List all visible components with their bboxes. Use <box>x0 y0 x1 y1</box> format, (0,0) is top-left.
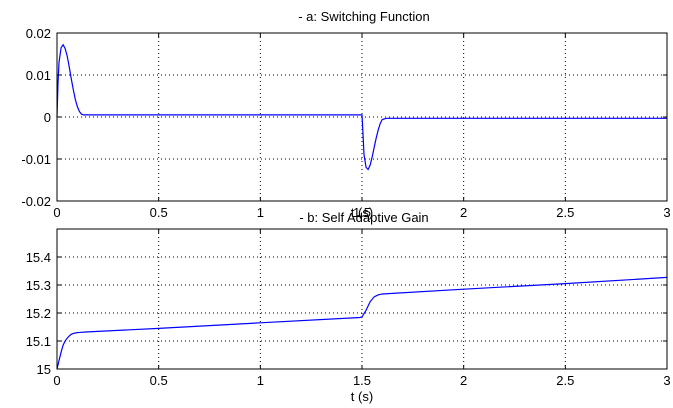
x-tick-label: 0 <box>53 373 60 388</box>
x-tick-label: 1 <box>257 205 264 220</box>
series-line <box>56 43 667 171</box>
chart-title: - b: Self Adaptive Gain <box>299 210 428 225</box>
panel-self-adaptive-gain: - b: Self Adaptive Gain 0 0.5 1 1.5 2 2.5 3 15 1… <box>26 210 671 404</box>
y-tick-label: -0.01 <box>21 152 51 167</box>
series-line <box>56 276 668 370</box>
y-tick-label: 0.02 <box>26 26 51 41</box>
y-tick-label: 15.2 <box>26 306 51 321</box>
y-tick-label: 0 <box>44 110 51 125</box>
x-tick-label: 0.5 <box>150 373 168 388</box>
data-layer <box>56 43 667 171</box>
panel-switching-function: - a: Switching Function 0 0.5 1 1.5 2 2.5 3 -0.… <box>21 9 670 220</box>
x-tick-label: 1.5 <box>353 205 371 220</box>
y-tick-label: 15 <box>37 362 51 377</box>
x-axis-label: t (s) <box>351 389 373 404</box>
ticks: 0 0.5 1 1.5 2 2.5 3 15 15.1 15.2 15.3 15.4 <box>26 229 671 388</box>
x-tick-label: 1 <box>257 373 264 388</box>
x-tick-label: 2 <box>460 205 467 220</box>
x-tick-label: 2 <box>460 373 467 388</box>
x-tick-label: 0 <box>53 205 60 220</box>
grid <box>57 229 667 369</box>
x-axis-label: t (s) <box>351 205 373 220</box>
data-layer <box>56 276 668 370</box>
chart-title: - a: Switching Function <box>298 9 430 24</box>
x-tick-label: 1.5 <box>353 373 371 388</box>
y-tick-label: 15.3 <box>26 278 51 293</box>
ticks: 0 0.5 1 1.5 2 2.5 3 -0.02 -0.01 0 0.01 0.02 <box>21 26 670 220</box>
y-tick-label: 15.1 <box>26 334 51 349</box>
x-tick-label: 3 <box>663 373 670 388</box>
x-tick-label: 2.5 <box>556 373 574 388</box>
y-tick-label: -0.02 <box>21 194 51 209</box>
y-tick-label: 0.01 <box>26 68 51 83</box>
x-tick-label: 2.5 <box>556 205 574 220</box>
x-tick-label: 3 <box>663 205 670 220</box>
y-tick-label: 15.4 <box>26 250 51 265</box>
x-tick-label: 0.5 <box>150 205 168 220</box>
